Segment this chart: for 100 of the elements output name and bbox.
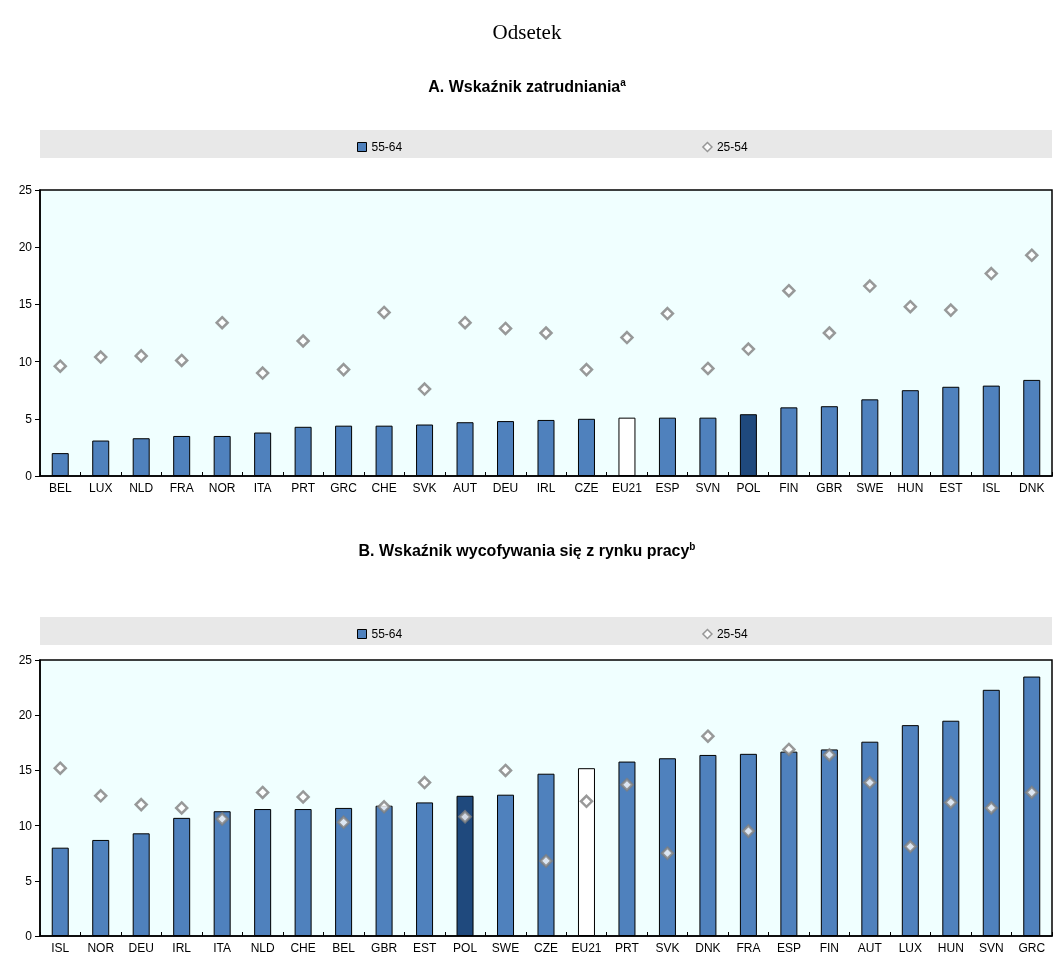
point <box>984 266 999 281</box>
x-tick-label: IRL <box>172 941 192 954</box>
point <box>255 366 270 380</box>
x-tick-label: AUT <box>857 941 883 954</box>
x-tick-label: EU21 <box>571 941 602 954</box>
x-tick-label: POL <box>736 481 761 495</box>
point <box>579 794 594 809</box>
x-tick-label: HUN <box>897 481 924 495</box>
y-tick-label: 15 <box>18 763 33 778</box>
point <box>903 839 918 854</box>
x-tick-label: IRL <box>536 481 556 495</box>
x-tick-label: ITA <box>253 481 272 495</box>
point <box>93 789 108 803</box>
x-tick-label: FRA <box>736 941 761 954</box>
x-tick-label: GRC <box>1018 941 1046 954</box>
point <box>174 801 189 815</box>
point <box>498 763 513 778</box>
point <box>944 795 958 810</box>
x-tick-label: CZE <box>534 941 558 954</box>
x-tick-label: CZE <box>574 481 599 495</box>
x-tick-label: ITA <box>213 941 232 954</box>
point <box>296 790 310 804</box>
point <box>1025 785 1039 800</box>
point <box>1025 248 1039 262</box>
x-tick-label: SWE <box>856 481 884 495</box>
point <box>741 342 756 356</box>
legend-label: 25-54 <box>716 140 748 154</box>
point <box>458 810 472 824</box>
x-tick-label: ISL <box>51 941 70 954</box>
x-tick-label: EU21 <box>611 481 643 495</box>
point <box>458 315 472 330</box>
x-tick-label: SVK <box>412 481 437 495</box>
x-tick-label: NLD <box>250 941 275 954</box>
x-tick-label: FRA <box>169 481 194 495</box>
y-tick-label: 5 <box>25 411 33 426</box>
point <box>782 283 796 298</box>
x-tick-label: DNK <box>1019 481 1045 495</box>
x-tick-label: ESP <box>655 481 680 495</box>
y-tick-label: 10 <box>18 354 33 369</box>
x-tick-label: DEU <box>492 481 519 495</box>
point <box>863 279 877 293</box>
legend-label: 25-54 <box>716 627 748 641</box>
legend-label: 55-64 <box>371 627 403 641</box>
point <box>417 382 432 396</box>
point <box>539 854 553 868</box>
x-tick-label: PRT <box>291 481 316 495</box>
x-tick-label: BEL <box>332 941 356 954</box>
x-tick-label: CHE <box>371 481 397 495</box>
point <box>336 362 351 377</box>
point <box>377 800 391 814</box>
point <box>741 824 756 838</box>
legend-label: 55-64 <box>371 140 403 154</box>
point <box>336 815 351 830</box>
point <box>53 761 67 775</box>
x-tick-label: ISL <box>982 481 1001 495</box>
x-tick-label: DEU <box>128 941 154 954</box>
point <box>377 305 391 320</box>
x-tick-label: BEL <box>48 481 72 495</box>
x-tick-label: SVN <box>978 941 1004 954</box>
x-tick-label: GBR <box>371 941 398 954</box>
y-tick-label: 0 <box>25 929 33 943</box>
point <box>93 350 108 364</box>
x-tick-label: PRT <box>615 941 640 954</box>
y-tick-label: 25 <box>18 183 33 197</box>
x-tick-label: SVN <box>695 481 721 495</box>
x-tick-label: LUX <box>898 941 922 954</box>
x-tick-label: NOR <box>208 481 236 495</box>
point <box>215 812 229 826</box>
x-tick-label: NLD <box>129 481 154 495</box>
point <box>660 306 675 321</box>
x-tick-label: POL <box>453 941 478 954</box>
y-tick-label: 20 <box>18 708 33 723</box>
point <box>215 315 229 330</box>
x-tick-label: SVK <box>655 941 680 954</box>
point <box>174 353 189 368</box>
y-tick-label: 0 <box>25 469 33 483</box>
point <box>863 775 877 790</box>
x-tick-label: EST <box>939 481 964 495</box>
point <box>822 748 837 762</box>
x-tick-label: LUX <box>89 481 113 495</box>
point <box>53 359 67 373</box>
x-tick-label: NOR <box>87 941 115 954</box>
text: Odsetek <box>492 19 562 44</box>
x-tick-label: FIN <box>779 481 799 495</box>
x-tick-label: HUN <box>937 941 964 954</box>
point <box>539 326 553 340</box>
x-tick-label: GBR <box>816 481 843 495</box>
y-tick-label: 25 <box>18 653 33 667</box>
x-tick-label: CHE <box>290 941 316 954</box>
point <box>620 778 634 792</box>
x-tick-label: FIN <box>819 941 840 954</box>
x-tick-label: DNK <box>695 941 721 954</box>
y-tick-label: 15 <box>18 297 33 312</box>
point <box>417 775 432 790</box>
point <box>701 361 715 376</box>
y-tick-label: 10 <box>18 818 33 833</box>
point <box>660 846 675 860</box>
x-tick-label: SWE <box>491 941 520 954</box>
point <box>944 303 958 317</box>
x-tick-label: GRC <box>330 481 358 495</box>
